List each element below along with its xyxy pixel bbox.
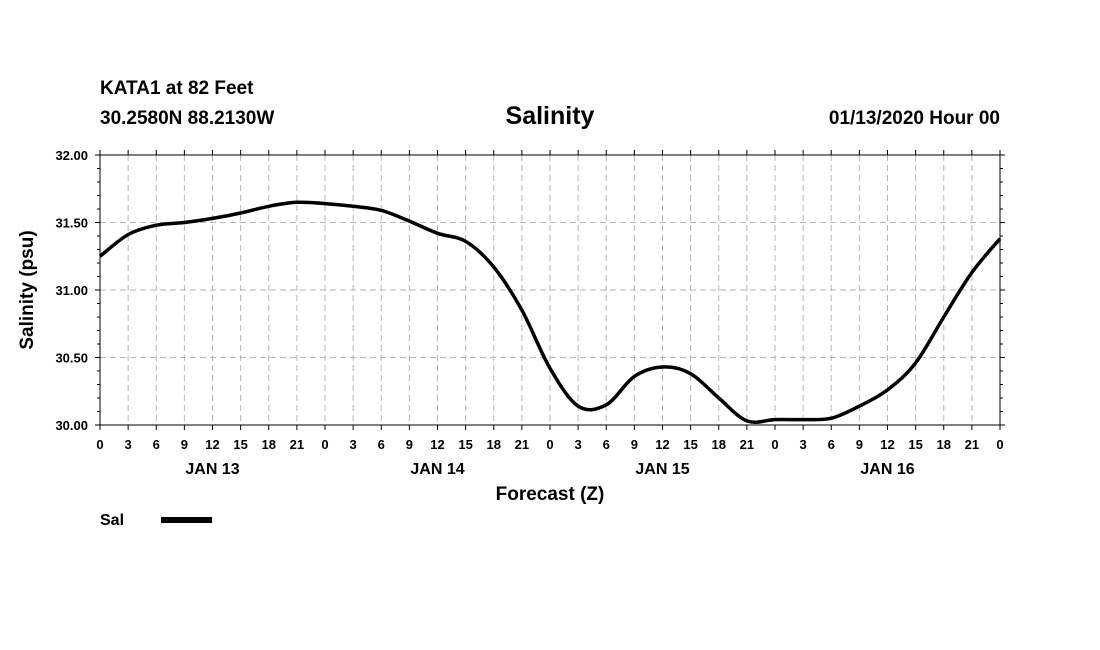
y-tick-label: 31.50	[55, 216, 88, 231]
day-label: JAN 13	[185, 461, 239, 478]
y-tick-label: 30.00	[55, 418, 88, 433]
x-tick-label: 12	[655, 437, 669, 452]
legend-label: Sal	[100, 512, 124, 529]
axis-ticks	[95, 150, 1005, 430]
x-tick-label: 0	[96, 437, 103, 452]
x-tick-label: 18	[712, 437, 726, 452]
x-tick-label: 3	[125, 437, 132, 452]
plot-frame	[99, 154, 1001, 426]
station-label: KATA1 at 82 Feet	[100, 78, 254, 99]
x-tick-label: 15	[683, 437, 697, 452]
x-tick-label: 12	[430, 437, 444, 452]
y-tick-labels: 30.00 30.50 31.00 31.50 32.00	[55, 148, 88, 433]
day-label: JAN 14	[410, 461, 464, 478]
chart-title: Salinity	[506, 102, 595, 130]
x-tick-label: 12	[205, 437, 219, 452]
day-label: JAN 15	[635, 461, 689, 478]
x-tick-label: 18	[937, 437, 951, 452]
gridlines	[100, 155, 1000, 425]
x-tick-labels: 0 3 6 9 12 15 18 21 0 3 6 9 12 15 18 21 0 3 6 9 12 15 18 21 0 3 6 9…	[96, 437, 1003, 452]
x-tick-label: 3	[350, 437, 357, 452]
x-tick-label: 3	[575, 437, 582, 452]
x-tick-label: 15	[233, 437, 247, 452]
x-tick-label: 9	[181, 437, 188, 452]
x-tick-label: 18	[487, 437, 501, 452]
y-tick-label: 31.00	[55, 283, 88, 298]
x-tick-label: 21	[740, 437, 754, 452]
x-tick-label: 21	[290, 437, 304, 452]
forecast-run-label: 01/13/2020 Hour 00	[829, 108, 1000, 129]
salinity-series-line	[98, 200, 1002, 424]
x-tick-label: 15	[908, 437, 922, 452]
y-tick-label: 30.50	[55, 351, 88, 366]
x-axis-label: Forecast (Z)	[496, 484, 605, 505]
x-tick-label: 9	[631, 437, 638, 452]
x-tick-label: 18	[262, 437, 276, 452]
x-tick-label: 6	[603, 437, 610, 452]
x-tick-label: 12	[880, 437, 894, 452]
x-tick-label: 0	[546, 437, 553, 452]
series-layer	[98, 200, 1002, 424]
y-tick-label: 32.00	[55, 148, 88, 163]
x-tick-label: 6	[828, 437, 835, 452]
x-tick-label: 0	[321, 437, 328, 452]
x-tick-label: 9	[406, 437, 413, 452]
x-tick-label: 6	[378, 437, 385, 452]
day-labels: JAN 13 JAN 14 JAN 15 JAN 16	[185, 461, 914, 478]
x-tick-label: 3	[800, 437, 807, 452]
x-tick-label: 21	[515, 437, 529, 452]
x-tick-label: 0	[771, 437, 778, 452]
x-tick-label: 9	[856, 437, 863, 452]
day-label: JAN 16	[860, 461, 914, 478]
x-tick-label: 21	[965, 437, 979, 452]
x-tick-label: 0	[996, 437, 1003, 452]
station-coordinates: 30.2580N 88.2130W	[100, 108, 274, 129]
x-tick-label: 15	[458, 437, 472, 452]
y-axis-label: Salinity (psu)	[17, 230, 38, 349]
legend: Sal	[100, 512, 212, 529]
x-tick-label: 6	[153, 437, 160, 452]
